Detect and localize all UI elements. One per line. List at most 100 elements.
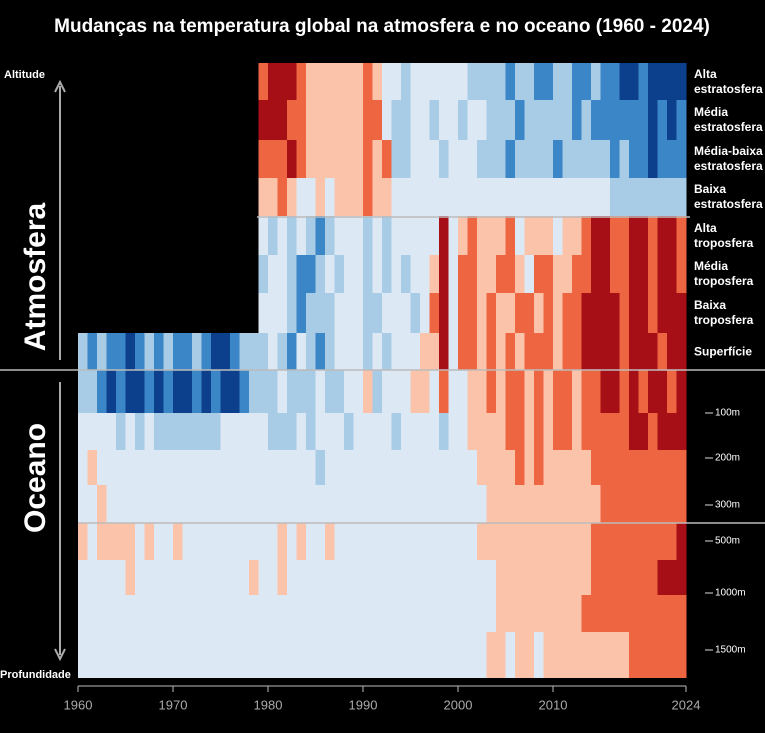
cell: [334, 293, 345, 333]
cell: [410, 560, 421, 595]
cell: [325, 293, 335, 333]
cell: [410, 178, 421, 216]
cell: [543, 523, 554, 560]
cell: [410, 450, 421, 485]
cell: [325, 560, 335, 595]
cell: [619, 255, 630, 293]
cell: [420, 216, 430, 255]
cell: [220, 333, 231, 370]
cell: [154, 333, 164, 370]
cell: [258, 140, 269, 178]
cell: [657, 100, 668, 140]
cell: [363, 140, 373, 178]
cell: [638, 255, 649, 293]
cell: [363, 450, 373, 485]
cell: [325, 632, 335, 678]
cell: [97, 450, 107, 485]
cell: [505, 632, 516, 678]
cell: [648, 413, 658, 450]
cell: [467, 63, 478, 100]
cell: [458, 370, 468, 413]
cell: [410, 216, 421, 255]
cell: [600, 255, 611, 293]
cell: [467, 100, 478, 140]
cell: [315, 413, 326, 450]
cell: [458, 485, 468, 523]
cell: [391, 333, 402, 370]
cell: [629, 485, 639, 523]
cell: [524, 140, 535, 178]
cell: [667, 333, 677, 370]
cell: [277, 370, 288, 413]
cell: [258, 560, 269, 595]
cell: [249, 333, 259, 370]
cell: [239, 370, 250, 413]
cell: [534, 450, 544, 485]
cell: [667, 485, 677, 523]
cell: [486, 333, 497, 370]
x-tick-label: 1960: [64, 697, 93, 712]
cell: [87, 632, 98, 678]
cell: [543, 632, 554, 678]
cell: [116, 560, 126, 595]
cell: [306, 140, 316, 178]
cell: [515, 413, 525, 450]
cell: [296, 523, 307, 560]
cell: [306, 560, 316, 595]
cell: [268, 450, 278, 485]
depth-label: 1000m: [715, 588, 746, 599]
cell: [296, 560, 307, 595]
cell: [458, 413, 468, 450]
cell: [676, 178, 687, 216]
cell: [78, 632, 88, 678]
cell: [163, 595, 174, 632]
cell: [182, 560, 193, 595]
cell: [524, 178, 535, 216]
cell: [268, 560, 278, 595]
cell: [505, 413, 516, 450]
cell: [201, 523, 212, 560]
cell: [648, 178, 658, 216]
cell: [363, 293, 373, 333]
cell: [676, 63, 687, 100]
cell: [676, 255, 687, 293]
cell: [534, 63, 544, 100]
cell: [401, 178, 411, 216]
cell: [106, 333, 117, 370]
cell: [676, 140, 687, 178]
cell: [173, 560, 183, 595]
cell: [467, 140, 478, 178]
cell: [553, 560, 563, 595]
cell: [135, 560, 145, 595]
cell: [315, 216, 326, 255]
cell: [619, 413, 630, 450]
cell: [315, 63, 326, 100]
cell: [429, 255, 440, 293]
cell: [458, 216, 468, 255]
cell: [657, 523, 668, 560]
cell: [116, 370, 126, 413]
cell: [553, 450, 563, 485]
cell: [97, 370, 107, 413]
cell: [515, 595, 525, 632]
cell: [676, 100, 687, 140]
cell: [306, 523, 316, 560]
cell: [591, 632, 601, 678]
cell: [192, 560, 202, 595]
cell: [363, 333, 373, 370]
cell: [429, 632, 440, 678]
cell: [268, 595, 278, 632]
cell: [325, 255, 335, 293]
cell: [211, 632, 221, 678]
cell: [676, 333, 687, 370]
cell: [401, 632, 411, 678]
cell: [258, 333, 269, 370]
cell: [600, 178, 611, 216]
cell: [306, 370, 316, 413]
cell: [420, 523, 430, 560]
cell: [230, 413, 240, 450]
cell: [562, 100, 573, 140]
cell: [315, 370, 326, 413]
cell: [591, 255, 601, 293]
cell: [467, 413, 478, 450]
